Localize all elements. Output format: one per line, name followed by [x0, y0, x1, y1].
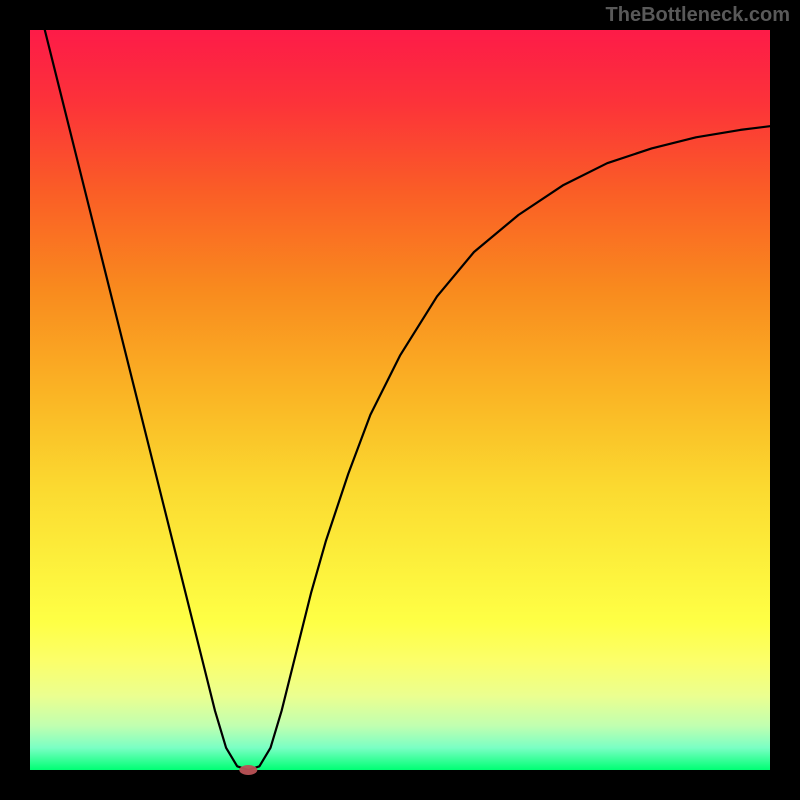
optimal-point-marker [239, 765, 257, 775]
chart-plot-area [30, 30, 770, 770]
chart-container: TheBottleneck.com [0, 0, 800, 800]
watermark-text: TheBottleneck.com [606, 4, 790, 27]
chart-svg [0, 0, 800, 800]
